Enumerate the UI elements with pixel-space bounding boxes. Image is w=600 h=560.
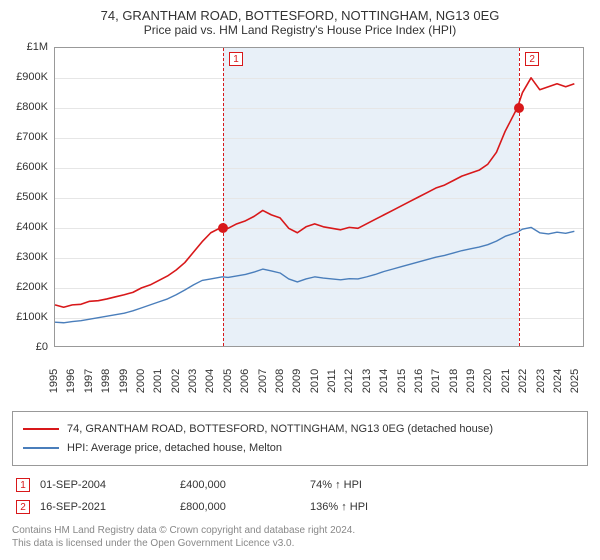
- y-axis-label: £600K: [16, 161, 48, 173]
- x-axis-label: 2003: [187, 369, 199, 393]
- x-axis-label: 2004: [204, 369, 216, 393]
- series-hpi: [55, 227, 574, 322]
- x-axis-label: 1996: [65, 369, 77, 393]
- legend-row: 74, GRANTHAM ROAD, BOTTESFORD, NOTTINGHA…: [23, 420, 577, 439]
- y-axis-label: £0: [36, 341, 48, 353]
- x-axis-label: 1998: [100, 369, 112, 393]
- chart-subtitle: Price paid vs. HM Land Registry's House …: [12, 23, 588, 37]
- marker-row-number: 1: [16, 478, 30, 492]
- marker-number-box: 2: [525, 52, 539, 66]
- y-axis-label: £200K: [16, 281, 48, 293]
- x-axis-label: 2002: [170, 369, 182, 393]
- legend-row: HPI: Average price, detached house, Melt…: [23, 439, 577, 458]
- x-axis-label: 2025: [569, 369, 581, 393]
- legend-label: 74, GRANTHAM ROAD, BOTTESFORD, NOTTINGHA…: [67, 420, 493, 439]
- marker-row-price: £400,000: [180, 479, 300, 491]
- marker-row-date: 16-SEP-2021: [40, 501, 170, 513]
- y-axis-label: £800K: [16, 101, 48, 113]
- x-axis-label: 2012: [343, 369, 355, 393]
- x-axis-label: 2014: [378, 369, 390, 393]
- x-axis-label: 2021: [500, 369, 512, 393]
- marker-row-pct: 136% ↑ HPI: [310, 501, 470, 513]
- x-axis-label: 2011: [326, 369, 338, 393]
- x-axis-label: 2007: [257, 369, 269, 393]
- x-axis-label: 2006: [239, 369, 251, 393]
- x-axis-label: 1997: [83, 369, 95, 393]
- legend: 74, GRANTHAM ROAD, BOTTESFORD, NOTTINGHA…: [12, 411, 588, 466]
- marker-dot: [218, 223, 228, 233]
- footer-attribution: Contains HM Land Registry data © Crown c…: [12, 524, 588, 550]
- x-axis-label: 2017: [430, 369, 442, 393]
- x-axis-label: 2005: [222, 369, 234, 393]
- marker-row-pct: 74% ↑ HPI: [310, 479, 470, 491]
- x-axis-label: 2020: [482, 369, 494, 393]
- series-svg: [55, 48, 583, 346]
- x-axis-label: 2009: [291, 369, 303, 393]
- x-axis-label: 2008: [274, 369, 286, 393]
- y-axis-label: £1M: [27, 41, 48, 53]
- chart-title: 74, GRANTHAM ROAD, BOTTESFORD, NOTTINGHA…: [12, 8, 588, 23]
- marker-dot: [514, 103, 524, 113]
- marker-row-date: 01-SEP-2004: [40, 479, 170, 491]
- x-axis-label: 2022: [517, 369, 529, 393]
- x-axis-label: 2024: [552, 369, 564, 393]
- y-axis-label: £100K: [16, 311, 48, 323]
- x-axis-label: 2018: [448, 369, 460, 393]
- legend-swatch: [23, 447, 59, 449]
- y-axis-label: £400K: [16, 221, 48, 233]
- series-property: [55, 78, 574, 307]
- legend-swatch: [23, 428, 59, 430]
- footer-line-1: Contains HM Land Registry data © Crown c…: [12, 524, 588, 537]
- chart-area: 12 £0£100K£200K£300K£400K£500K£600K£700K…: [12, 43, 588, 383]
- y-axis-label: £300K: [16, 251, 48, 263]
- x-axis-label: 1999: [118, 369, 130, 393]
- x-axis-label: 2019: [465, 369, 477, 393]
- y-axis-label: £500K: [16, 191, 48, 203]
- marker-table: 1 01-SEP-2004 £400,000 74% ↑ HPI 2 16-SEP-202…: [12, 474, 588, 518]
- x-axis-label: 2000: [135, 369, 147, 393]
- marker-row-number: 2: [16, 500, 30, 514]
- plot-region: 12: [54, 47, 584, 347]
- marker-number-box: 1: [229, 52, 243, 66]
- x-axis-label: 2010: [309, 369, 321, 393]
- x-axis-label: 1995: [48, 369, 60, 393]
- x-axis-label: 2001: [152, 369, 164, 393]
- y-axis-label: £900K: [16, 71, 48, 83]
- legend-label: HPI: Average price, detached house, Melt…: [67, 439, 282, 458]
- marker-row: 2 16-SEP-2021 £800,000 136% ↑ HPI: [12, 496, 588, 518]
- x-axis-label: 2016: [413, 369, 425, 393]
- footer-line-2: This data is licensed under the Open Gov…: [12, 537, 588, 550]
- x-axis-label: 2023: [535, 369, 547, 393]
- x-axis-label: 2013: [361, 369, 373, 393]
- marker-row-price: £800,000: [180, 501, 300, 513]
- x-axis-label: 2015: [396, 369, 408, 393]
- marker-row: 1 01-SEP-2004 £400,000 74% ↑ HPI: [12, 474, 588, 496]
- y-axis-label: £700K: [16, 131, 48, 143]
